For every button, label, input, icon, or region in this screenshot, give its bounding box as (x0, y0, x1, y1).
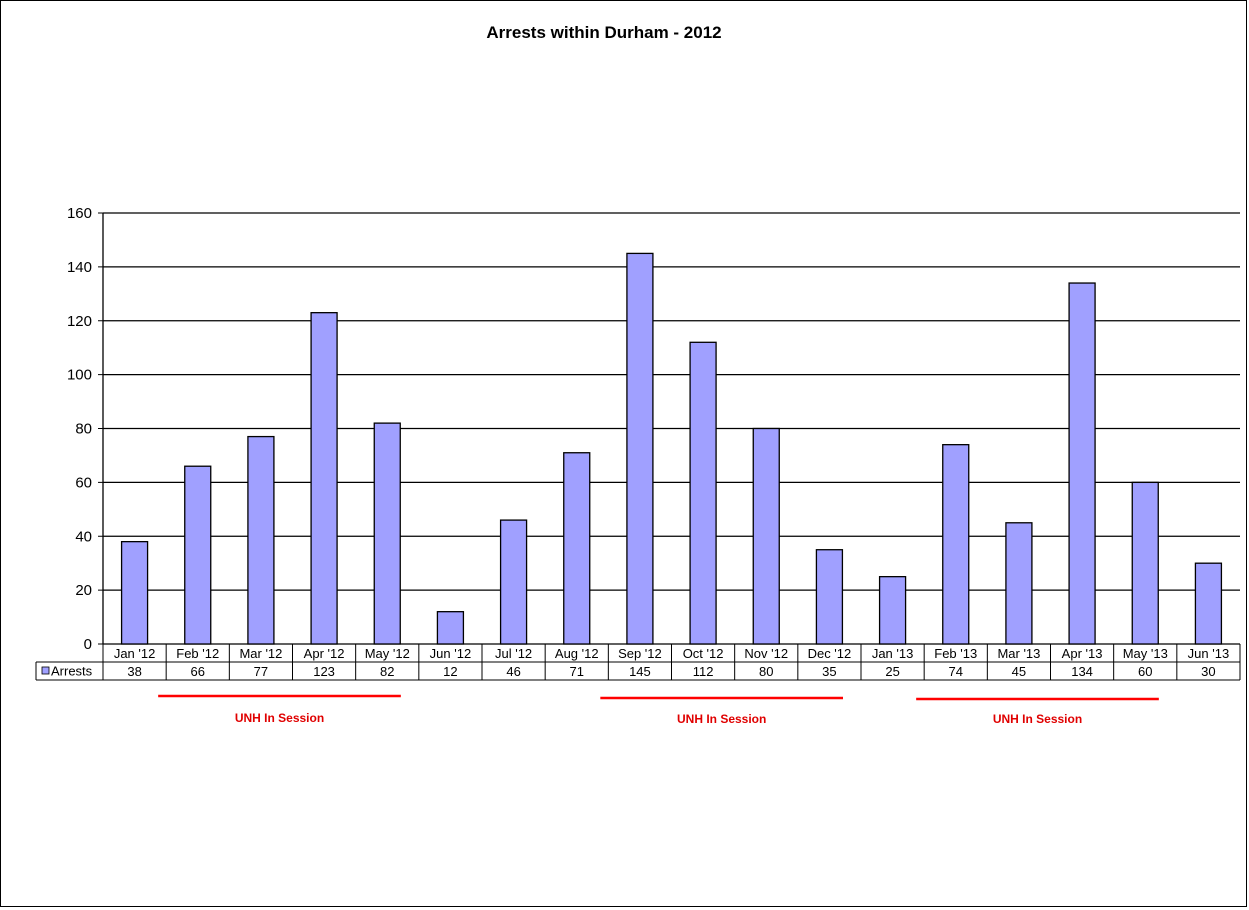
data-label: 77 (254, 664, 268, 679)
bar (1194, 562, 1223, 645)
session-label: UNH In Session (677, 712, 766, 726)
category-label: Dec '12 (808, 646, 852, 661)
bar (184, 465, 212, 645)
axis-layer: 0 20 40 60 80 100 120 140 160 (67, 205, 104, 653)
bar (815, 549, 844, 645)
y-tick-label: 0 (84, 636, 92, 653)
category-label: Jun '12 (430, 646, 472, 661)
chart-title: Arrests within Durham - 2012 (486, 23, 721, 42)
category-label: Sep '12 (618, 646, 662, 661)
y-tick-label: 20 (75, 582, 92, 599)
data-label: 35 (822, 664, 836, 679)
grid-layer (103, 212, 1240, 645)
category-label: May '13 (1123, 646, 1168, 661)
category-label: Nov '12 (744, 646, 788, 661)
bars-layer (120, 252, 1223, 645)
category-label: Feb '12 (176, 646, 219, 661)
category-label: Oct '12 (683, 646, 724, 661)
bar (373, 422, 401, 645)
bar (942, 444, 970, 645)
data-table: Arrests Jan '12 38 Feb '12 66 Mar '12 77 Apr '1… (35, 643, 1241, 681)
data-label: 74 (949, 664, 963, 679)
category-label: Feb '13 (934, 646, 977, 661)
session-label: UNH In Session (993, 712, 1082, 726)
bar (1131, 481, 1159, 645)
legend-swatch (41, 666, 50, 675)
y-tick-label: 60 (75, 474, 92, 491)
data-label: 12 (443, 664, 457, 679)
data-label: 80 (759, 664, 773, 679)
data-label: 25 (885, 664, 899, 679)
data-label: 112 (693, 664, 714, 679)
bar (563, 452, 591, 645)
bar (878, 576, 907, 645)
data-label: 82 (380, 664, 394, 679)
data-label: 123 (313, 664, 335, 679)
y-tick-label: 100 (67, 367, 92, 384)
bar (689, 341, 717, 645)
legend-label: Arrests (51, 664, 93, 679)
y-tick-label: 80 (75, 421, 92, 438)
y-tick-label: 120 (67, 313, 92, 330)
y-tick-label: 40 (75, 528, 92, 545)
category-label: Apr '13 (1062, 646, 1103, 661)
y-tick-label: 160 (67, 205, 92, 222)
category-label: Aug '12 (555, 646, 599, 661)
data-label: 38 (127, 664, 141, 679)
category-label: Mar '13 (997, 646, 1040, 661)
category-label: Mar '12 (239, 646, 282, 661)
y-tick-label: 140 (67, 259, 92, 276)
bar (1005, 522, 1033, 645)
category-label: Apr '12 (304, 646, 345, 661)
session-label: UNH In Session (235, 711, 324, 725)
data-label: 45 (1012, 664, 1026, 679)
category-label: Jul '12 (495, 646, 532, 661)
category-label: Jan '12 (114, 646, 156, 661)
bar (247, 435, 275, 645)
category-label: May '12 (365, 646, 410, 661)
data-label: 60 (1138, 664, 1152, 679)
bar (310, 312, 338, 645)
data-label: 66 (191, 664, 205, 679)
bar (626, 252, 654, 645)
data-label: 30 (1201, 664, 1215, 679)
bar (120, 540, 149, 645)
bar (752, 427, 780, 645)
data-label: 134 (1071, 664, 1093, 679)
data-label: 46 (506, 664, 520, 679)
bar (436, 611, 465, 645)
category-label: Jun '13 (1188, 646, 1230, 661)
category-label: Jan '13 (872, 646, 914, 661)
data-label: 145 (629, 664, 651, 679)
data-label: 71 (570, 664, 584, 679)
bar (1068, 282, 1096, 645)
annotations-layer: UNH In Session UNH In Session UNH In Sessi… (158, 694, 1159, 726)
bar (499, 519, 528, 645)
